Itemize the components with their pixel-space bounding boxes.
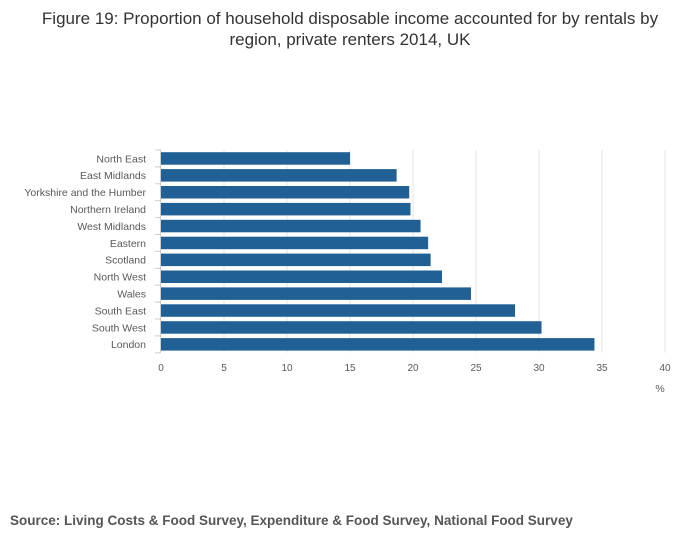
source-note: Source: Living Costs & Food Survey, Expe… xyxy=(10,513,573,528)
x-tick-label: 0 xyxy=(158,363,164,374)
category-label: North West xyxy=(94,272,146,284)
category-label: Scotland xyxy=(105,255,146,267)
category-label: Northern Ireland xyxy=(70,204,146,216)
category-label: South West xyxy=(92,322,146,334)
category-label: Wales xyxy=(117,288,146,300)
gridlines xyxy=(155,149,666,354)
x-tick-label: 30 xyxy=(533,363,545,374)
chart-title: Figure 19: Proportion of household dispo… xyxy=(41,9,659,49)
x-axis-label: % xyxy=(655,383,664,395)
bar[interactable] xyxy=(161,152,350,165)
category-label: East Midlands xyxy=(80,170,146,182)
bars xyxy=(161,152,595,351)
x-tick-label: 5 xyxy=(221,363,227,374)
category-label: West Midlands xyxy=(77,221,146,233)
x-tick-label: 15 xyxy=(344,363,356,374)
bar[interactable] xyxy=(161,338,595,351)
x-tick-label: 35 xyxy=(596,363,608,374)
bar[interactable] xyxy=(161,169,397,182)
x-tick-label: 20 xyxy=(407,363,419,374)
x-tick-label: 40 xyxy=(659,363,671,374)
category-labels: North East East Midlands Yorkshire and the… xyxy=(24,153,146,351)
bar[interactable] xyxy=(161,202,411,216)
x-tick-label: 10 xyxy=(281,363,293,374)
bar[interactable] xyxy=(161,304,516,317)
category-label: North East xyxy=(96,153,146,165)
bar[interactable] xyxy=(161,186,410,199)
bar[interactable] xyxy=(161,270,442,284)
category-label: Yorkshire and the Humber xyxy=(24,187,146,199)
x-tick-label: 25 xyxy=(470,363,482,374)
bar[interactable] xyxy=(161,236,429,250)
bar[interactable] xyxy=(161,253,431,267)
bar[interactable] xyxy=(161,219,421,233)
x-tick-labels: 0 5 10 15 20 25 30 35 40 xyxy=(158,363,671,374)
bar[interactable] xyxy=(161,287,471,300)
category-label: South East xyxy=(95,305,146,317)
category-label: Eastern xyxy=(110,238,146,250)
category-label: London xyxy=(111,339,146,351)
bar[interactable] xyxy=(161,321,542,334)
